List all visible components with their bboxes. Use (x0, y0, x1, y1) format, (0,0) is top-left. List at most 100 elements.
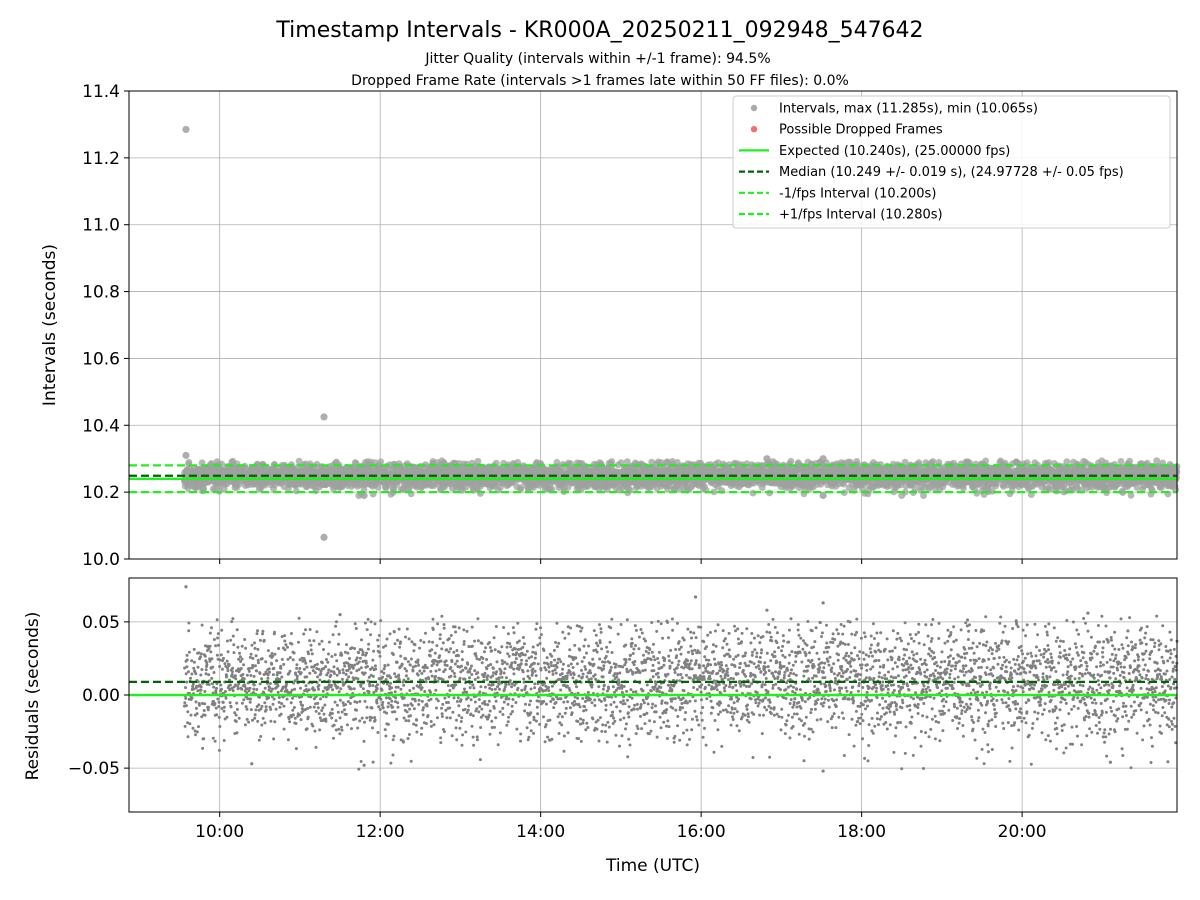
residual-point (276, 690, 280, 694)
intervals-y-tick-label: 11.4 (82, 82, 120, 102)
residual-point (290, 642, 294, 646)
residual-point (211, 736, 215, 740)
residual-point (250, 643, 254, 647)
residual-point (195, 730, 199, 734)
residual-point (216, 636, 220, 640)
residual-point (191, 682, 195, 686)
intervals-y-tick-label: 11.2 (82, 149, 120, 169)
residual-point (194, 700, 198, 704)
residual-point (226, 650, 230, 654)
residual-point (274, 707, 278, 711)
interval-point (374, 483, 382, 491)
residual-point (184, 704, 188, 708)
residual-point (228, 701, 232, 705)
residual-point (275, 659, 279, 663)
residual-point (263, 701, 267, 705)
residual-point (256, 629, 259, 633)
intervals-y-tick-label: 10.4 (82, 416, 120, 436)
intervals-y-label: Intervals (seconds) (40, 244, 60, 406)
residual-point (203, 702, 207, 706)
residual-point (247, 720, 251, 724)
residual-point (194, 672, 198, 676)
residual-point (278, 677, 282, 681)
residual-point (248, 666, 251, 670)
residual-point (292, 651, 296, 655)
residual-point (273, 652, 277, 656)
residual-point (201, 746, 205, 750)
residual-point (252, 674, 256, 678)
residual-point (305, 727, 309, 731)
intervals-y-ticks: 10.010.210.410.610.811.011.211.4 (82, 82, 129, 570)
residual-point (222, 705, 226, 709)
residual-point (249, 652, 253, 656)
residual-point (215, 713, 219, 717)
intervals-points (181, 125, 1181, 541)
residual-point (183, 724, 187, 728)
residual-point (187, 650, 191, 654)
residual-point (260, 723, 264, 727)
residual-point (307, 652, 310, 656)
residual-point (267, 696, 271, 700)
residual-point (255, 632, 259, 636)
residual-point (293, 687, 297, 691)
residual-point (259, 735, 263, 738)
residual-point (277, 647, 281, 650)
residual-point (268, 670, 271, 674)
residual-point (266, 676, 270, 680)
residual-point (185, 680, 189, 684)
residual-point (189, 713, 193, 717)
residual-point (289, 701, 293, 705)
residual-point (242, 698, 246, 702)
residual-point (243, 638, 247, 641)
residual-point (273, 720, 277, 724)
residual-point (235, 707, 239, 711)
residual-point (288, 669, 292, 673)
residual-point (263, 721, 267, 725)
residual-point (269, 707, 273, 711)
residual-point (199, 655, 202, 659)
residual-point (271, 673, 275, 677)
residual-point (256, 719, 260, 723)
residual-point (217, 643, 220, 647)
residual-point (199, 688, 203, 692)
residuals-panel: −0.050.000.05 10:00 12:00 14:00 16:00 18:00 2… (23, 577, 1179, 876)
residual-point (253, 641, 256, 645)
residual-point (212, 671, 216, 674)
residual-point (304, 661, 308, 665)
residual-point (301, 704, 305, 707)
residual-point (214, 644, 218, 648)
residual-point (183, 701, 187, 705)
residual-point (277, 696, 281, 699)
residual-point (234, 720, 238, 723)
residual-point (227, 663, 231, 667)
residual-point (203, 713, 207, 717)
residual-point (243, 723, 247, 727)
legend-label-4: -1/fps Interval (10.200s) (779, 186, 936, 201)
residual-point (194, 733, 197, 737)
residual-point (288, 656, 292, 659)
residual-point (264, 708, 268, 712)
residual-point (286, 738, 290, 742)
residual-point (260, 657, 264, 661)
residual-point (230, 673, 234, 676)
residual-point (234, 713, 238, 717)
residual-point (222, 739, 226, 742)
residual-point (299, 700, 303, 704)
interval-point (474, 457, 482, 465)
residual-point (262, 638, 266, 642)
residual-point (240, 687, 244, 691)
residual-point (308, 705, 312, 709)
residual-point (184, 672, 188, 676)
interval-point (929, 458, 937, 465)
interval-point (623, 458, 631, 465)
residual-point (221, 701, 225, 704)
residual-point (240, 657, 244, 661)
residual-point (203, 654, 207, 658)
interval-notable-point (320, 533, 328, 541)
residual-point (225, 639, 229, 643)
residual-point (209, 650, 213, 654)
residual-point (187, 621, 191, 625)
interval-point (200, 485, 208, 493)
residual-point (218, 665, 222, 668)
residual-point (278, 671, 282, 675)
